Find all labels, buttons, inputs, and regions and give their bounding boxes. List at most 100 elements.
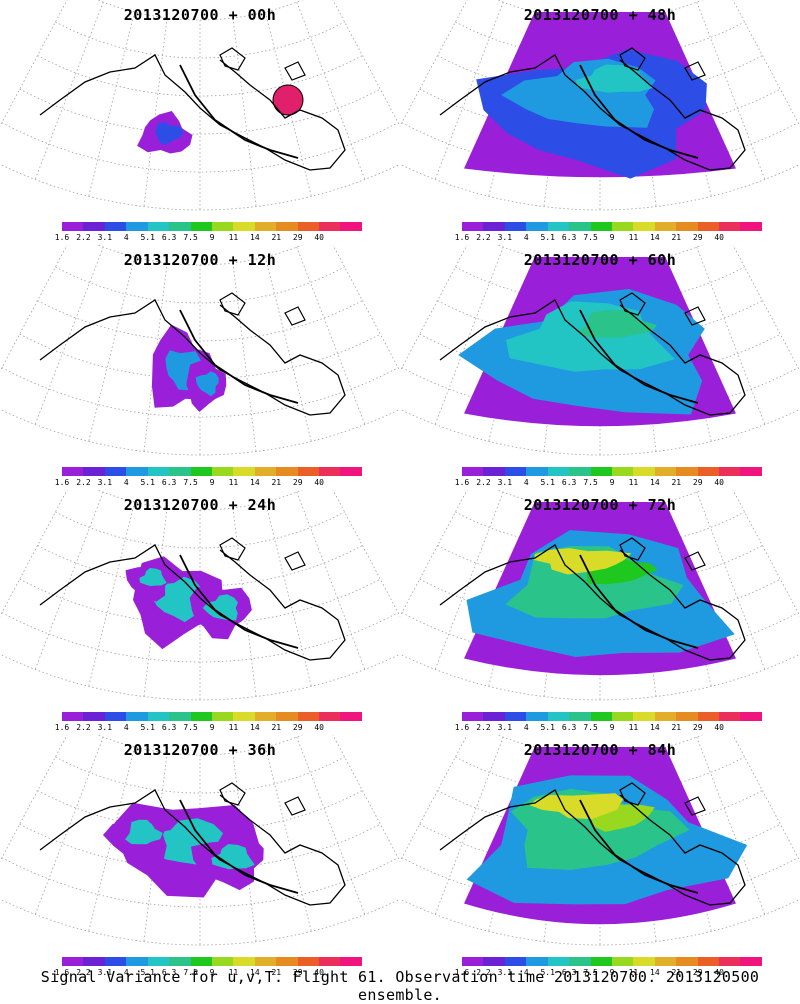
color-swatch bbox=[526, 222, 548, 231]
color-swatch bbox=[297, 957, 320, 966]
variance-field bbox=[464, 501, 736, 676]
color-swatch bbox=[276, 712, 298, 721]
coastline bbox=[39, 299, 346, 416]
color-swatch bbox=[740, 957, 762, 966]
panel-title: 2013120700 + 72h bbox=[523, 496, 677, 514]
color-swatch bbox=[547, 467, 570, 476]
color-scale-bar bbox=[462, 712, 762, 721]
color-scale-label: 21 bbox=[271, 723, 282, 732]
color-scale-label: 4 bbox=[523, 723, 529, 732]
variance-map bbox=[0, 245, 400, 456]
color-scale-bar bbox=[62, 957, 362, 966]
color-scale-label: 14 bbox=[250, 723, 260, 732]
color-scale-label: 1.6 bbox=[454, 478, 470, 487]
figure-caption: Signal Variance for u,v,T. Flight 61. Ob… bbox=[40, 968, 760, 1004]
color-swatch bbox=[462, 222, 484, 231]
color-swatch bbox=[62, 712, 84, 721]
color-swatch bbox=[83, 957, 105, 966]
color-swatch bbox=[526, 712, 548, 721]
color-swatch bbox=[462, 467, 484, 476]
graticule bbox=[0, 0, 400, 211]
color-scale-label: 29 bbox=[692, 723, 703, 732]
color-swatch bbox=[147, 712, 170, 721]
color-scale-label: 5.1 bbox=[140, 233, 155, 242]
islands bbox=[219, 47, 306, 81]
color-scale-label: 9 bbox=[209, 968, 215, 977]
graticule bbox=[0, 245, 400, 456]
color-swatch bbox=[719, 957, 741, 966]
color-scale-labels: 1.6 2.2 3.1 4 5.1 6.3 7.5 9 11 14 21 29 40 bbox=[455, 478, 762, 490]
color-swatch bbox=[254, 222, 277, 231]
color-swatch bbox=[697, 712, 720, 721]
flight-track bbox=[579, 554, 699, 649]
color-swatch bbox=[190, 467, 212, 476]
color-swatch bbox=[340, 957, 362, 966]
color-scale-label: 5.1 bbox=[540, 233, 555, 242]
color-swatch bbox=[147, 957, 170, 966]
variance-map bbox=[400, 245, 800, 456]
panel-title: 2013120700 + 48h bbox=[523, 6, 677, 24]
color-scale-label: 6.3 bbox=[161, 233, 177, 242]
color-scale-label: 14 bbox=[650, 723, 660, 732]
color-scale-label: 7.5 bbox=[583, 233, 598, 242]
color-scale-label: 1.6 bbox=[54, 233, 70, 242]
color-scale-label: 3.1 bbox=[497, 968, 513, 977]
color-scale-label: 5.1 bbox=[540, 478, 555, 487]
color-swatch bbox=[340, 712, 362, 721]
color-swatch bbox=[526, 467, 548, 476]
color-swatch bbox=[504, 222, 527, 231]
color-scale-label: 21 bbox=[671, 478, 682, 487]
coastline bbox=[439, 54, 746, 171]
color-swatch bbox=[169, 712, 191, 721]
color-swatch bbox=[547, 712, 570, 721]
color-scale-label: 40 bbox=[714, 233, 724, 242]
color-swatch bbox=[526, 957, 548, 966]
color-scale-legend: 1.6 2.2 3.1 4 5.1 6.3 7.5 9 11 14 21 29 40 bbox=[55, 957, 362, 980]
color-swatch bbox=[276, 957, 298, 966]
color-swatch bbox=[190, 712, 212, 721]
color-swatch bbox=[611, 712, 634, 721]
variance-map bbox=[400, 490, 800, 701]
color-swatch bbox=[504, 467, 527, 476]
color-scale-label: 1.6 bbox=[54, 723, 70, 732]
color-scale-label: 14 bbox=[250, 233, 260, 242]
color-swatch bbox=[654, 467, 677, 476]
variance-field bbox=[151, 324, 227, 412]
color-scale-label: 5.1 bbox=[540, 723, 555, 732]
color-swatch bbox=[126, 467, 148, 476]
color-scale-label: 1.6 bbox=[454, 723, 470, 732]
panel-title: 2013120700 + 12h bbox=[123, 251, 277, 269]
color-swatch bbox=[211, 957, 234, 966]
color-scale-label: 40 bbox=[714, 478, 724, 487]
color-swatch bbox=[654, 712, 677, 721]
color-swatch bbox=[697, 467, 720, 476]
color-swatch bbox=[276, 467, 298, 476]
variance-field bbox=[103, 802, 264, 898]
color-scale-bar bbox=[62, 467, 362, 476]
color-swatch bbox=[297, 712, 320, 721]
coastline bbox=[439, 789, 746, 906]
color-scale-label: 3.1 bbox=[497, 233, 513, 242]
color-scale-label: 9 bbox=[609, 233, 615, 242]
color-scale-label: 7.5 bbox=[583, 723, 598, 732]
color-scale-label: 6.3 bbox=[561, 723, 577, 732]
color-swatch bbox=[633, 712, 655, 721]
color-scale-label: 2.2 bbox=[76, 233, 91, 242]
color-swatch bbox=[83, 712, 105, 721]
variance-map bbox=[400, 735, 800, 946]
panel-title: 2013120700 + 36h bbox=[123, 741, 277, 759]
color-scale-label: 1.6 bbox=[54, 968, 70, 977]
color-scale-label: 7.5 bbox=[183, 478, 198, 487]
color-swatch bbox=[340, 222, 362, 231]
islands bbox=[619, 47, 706, 81]
color-swatch bbox=[611, 222, 634, 231]
color-swatch bbox=[676, 467, 698, 476]
color-scale-legend: 1.6 2.2 3.1 4 5.1 6.3 7.5 9 11 14 21 29 40 bbox=[55, 712, 362, 735]
color-scale-label: 4 bbox=[123, 968, 129, 977]
color-scale-label: 9 bbox=[209, 723, 215, 732]
color-scale-label: 6.3 bbox=[161, 723, 177, 732]
color-swatch bbox=[104, 467, 127, 476]
color-swatch bbox=[319, 222, 341, 231]
color-swatch bbox=[147, 467, 170, 476]
color-swatch bbox=[633, 467, 655, 476]
